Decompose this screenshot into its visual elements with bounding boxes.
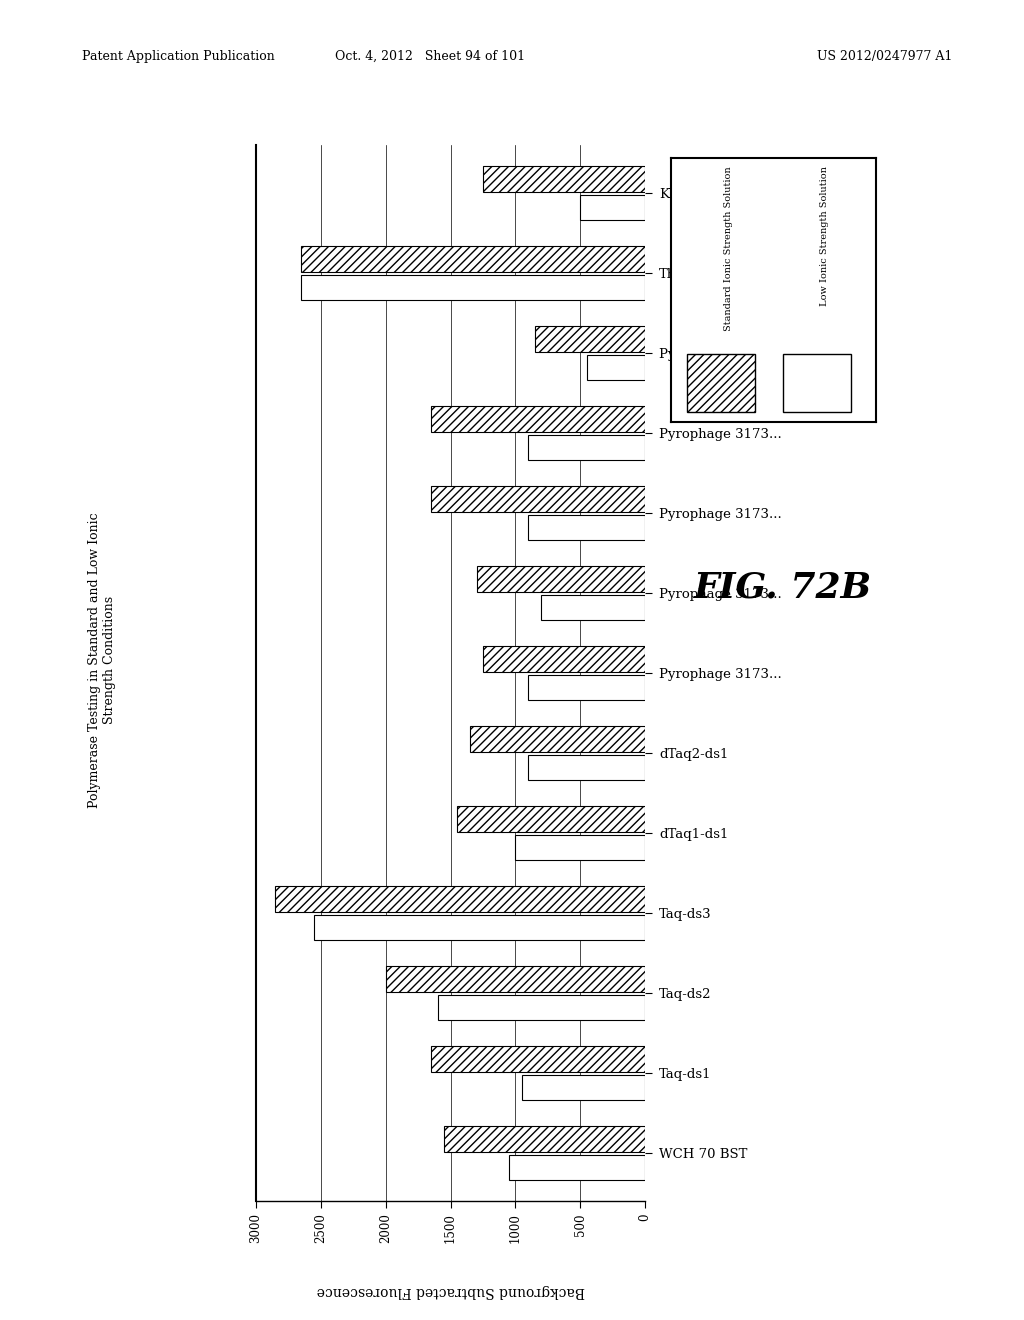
Bar bbox=[301, 275, 645, 301]
Text: Background Subtracted Fluorescence: Background Subtracted Fluorescence bbox=[316, 1284, 585, 1298]
Bar bbox=[444, 1126, 645, 1151]
Bar bbox=[528, 675, 645, 701]
Bar bbox=[528, 755, 645, 780]
Bar bbox=[581, 195, 645, 220]
Bar bbox=[470, 726, 645, 751]
Text: Low Ionic Strength Solution: Low Ionic Strength Solution bbox=[820, 166, 828, 306]
Bar bbox=[476, 566, 645, 591]
Bar bbox=[386, 966, 645, 991]
Bar bbox=[528, 515, 645, 540]
Bar bbox=[301, 246, 645, 272]
Text: Patent Application Publication: Patent Application Publication bbox=[82, 50, 274, 63]
Bar bbox=[509, 1155, 645, 1180]
Bar bbox=[522, 1074, 645, 1101]
Bar bbox=[687, 354, 755, 412]
Bar bbox=[314, 915, 645, 940]
Bar bbox=[431, 407, 645, 432]
Bar bbox=[515, 834, 645, 861]
Bar bbox=[783, 354, 851, 412]
Bar bbox=[535, 326, 645, 351]
Bar bbox=[431, 486, 645, 512]
Bar bbox=[528, 434, 645, 461]
Bar bbox=[457, 807, 645, 832]
Text: FIG. 72B: FIG. 72B bbox=[694, 570, 872, 605]
Bar bbox=[437, 995, 645, 1020]
Text: Standard Ionic Strength Solution: Standard Ionic Strength Solution bbox=[724, 166, 732, 331]
Bar bbox=[587, 355, 645, 380]
Bar bbox=[431, 1045, 645, 1072]
Bar bbox=[542, 595, 645, 620]
Bar bbox=[483, 645, 645, 672]
Text: Polymerase Testing in Standard and Low Ionic
Strength Conditions: Polymerase Testing in Standard and Low I… bbox=[88, 512, 117, 808]
Text: Oct. 4, 2012   Sheet 94 of 101: Oct. 4, 2012 Sheet 94 of 101 bbox=[335, 50, 525, 63]
Bar bbox=[275, 886, 645, 912]
Bar bbox=[483, 166, 645, 191]
Text: US 2012/0247977 A1: US 2012/0247977 A1 bbox=[817, 50, 952, 63]
